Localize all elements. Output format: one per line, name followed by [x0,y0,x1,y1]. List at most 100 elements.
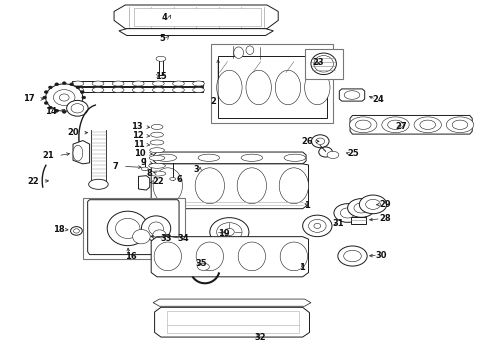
Ellipse shape [152,81,164,86]
Ellipse shape [43,96,47,99]
Polygon shape [72,87,203,93]
Ellipse shape [71,104,84,113]
Polygon shape [218,56,327,118]
Text: 1: 1 [299,264,305,273]
Ellipse shape [112,87,124,93]
Ellipse shape [354,203,368,213]
Ellipse shape [82,96,86,99]
Text: 18: 18 [52,225,64,234]
Text: 16: 16 [125,252,137,261]
Text: 23: 23 [313,58,324,67]
Ellipse shape [132,81,144,86]
Polygon shape [151,237,309,277]
Ellipse shape [312,135,329,148]
Ellipse shape [197,263,209,270]
Ellipse shape [67,100,88,116]
Ellipse shape [62,82,66,85]
Text: 21: 21 [43,151,54,160]
Ellipse shape [314,55,333,72]
Text: 19: 19 [218,229,230,238]
Ellipse shape [74,229,79,233]
Text: 26: 26 [302,137,314,146]
Ellipse shape [196,242,223,271]
Text: 32: 32 [255,333,267,342]
Ellipse shape [195,168,224,204]
Ellipse shape [151,132,163,137]
Ellipse shape [172,87,184,93]
Text: 22: 22 [27,176,39,185]
Bar [167,311,299,333]
Ellipse shape [343,250,361,262]
Ellipse shape [62,111,66,113]
Ellipse shape [305,70,330,105]
Ellipse shape [142,167,148,171]
Ellipse shape [44,91,48,94]
Ellipse shape [76,86,80,89]
Ellipse shape [80,91,84,94]
Ellipse shape [446,117,474,133]
Text: 35: 35 [195,259,207,268]
Ellipse shape [172,81,184,86]
Text: 22: 22 [152,177,164,186]
Ellipse shape [153,168,182,204]
Ellipse shape [198,154,220,161]
Ellipse shape [347,199,375,217]
Ellipse shape [133,229,150,244]
Ellipse shape [275,70,301,105]
Text: 34: 34 [177,234,189,243]
Ellipse shape [319,147,332,157]
Polygon shape [72,81,203,86]
Ellipse shape [314,224,321,228]
Ellipse shape [246,70,271,105]
Ellipse shape [55,83,59,86]
Text: 15: 15 [155,72,167,81]
Text: 17: 17 [23,94,35,103]
Polygon shape [119,29,273,36]
Polygon shape [151,164,309,209]
Ellipse shape [72,81,84,86]
Polygon shape [339,89,365,101]
Ellipse shape [149,163,165,168]
Bar [83,198,185,259]
Ellipse shape [44,102,48,104]
Text: 1: 1 [304,201,310,210]
Ellipse shape [382,117,409,133]
Ellipse shape [153,230,166,241]
Text: 14: 14 [45,107,57,116]
Ellipse shape [53,90,75,105]
Polygon shape [350,217,366,224]
Ellipse shape [327,151,339,158]
Ellipse shape [349,117,377,133]
Bar [134,8,261,26]
Ellipse shape [55,109,59,112]
Ellipse shape [334,204,361,222]
Text: 28: 28 [379,214,391,223]
Ellipse shape [156,56,166,61]
Ellipse shape [452,120,468,130]
Ellipse shape [150,140,164,145]
Text: 27: 27 [395,122,407,131]
Ellipse shape [49,86,52,89]
Text: 9: 9 [141,158,147,167]
Ellipse shape [193,87,204,93]
Ellipse shape [92,87,104,93]
Ellipse shape [316,138,325,144]
Ellipse shape [279,168,309,204]
Ellipse shape [70,109,74,112]
Ellipse shape [224,228,234,235]
Text: 31: 31 [333,219,344,228]
Polygon shape [88,200,179,255]
Text: 5: 5 [159,34,165,43]
Ellipse shape [388,120,403,130]
Polygon shape [73,140,90,164]
Ellipse shape [355,120,371,130]
Text: 2: 2 [211,96,217,105]
Ellipse shape [414,117,441,133]
Polygon shape [350,116,472,134]
Ellipse shape [154,242,181,271]
Ellipse shape [72,87,84,93]
Ellipse shape [284,154,306,161]
Ellipse shape [234,47,244,58]
Ellipse shape [107,211,148,246]
Ellipse shape [210,218,249,246]
